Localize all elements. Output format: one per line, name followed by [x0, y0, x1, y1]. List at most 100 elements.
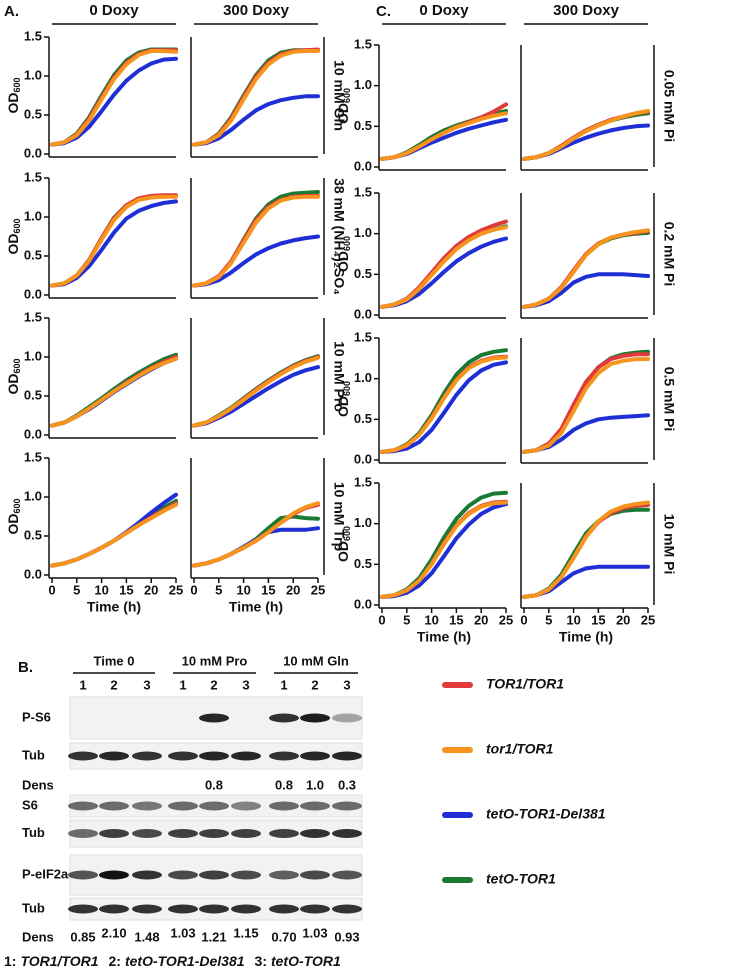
y-tick-label: 0.0	[24, 286, 42, 301]
strain-key: 1: TOR1/TOR1 2: tetO-TOR1-Del381 3: tetO-TOR1	[4, 953, 341, 969]
series-line	[522, 357, 650, 454]
blot-band	[168, 801, 198, 811]
legend-label: tor1/TOR1	[486, 741, 554, 757]
x-tick-label: 5	[545, 612, 552, 627]
blot-band	[132, 829, 162, 838]
blot-band	[332, 870, 362, 880]
blot-band	[269, 829, 299, 838]
blot-row-label: P-S6	[22, 709, 51, 724]
axes	[520, 45, 648, 171]
y-axis-label: OD600	[335, 236, 353, 272]
axes	[190, 318, 318, 439]
series-line	[522, 349, 650, 454]
x-tick-label: 10	[94, 582, 108, 597]
y-tick-label: 1.0	[24, 208, 42, 223]
y-tick-label: 0.0	[354, 451, 372, 466]
row-label: 38 mM (NH₄)₂SO₄	[331, 178, 347, 295]
x-tick-label: 25	[641, 612, 655, 627]
series-line	[50, 193, 178, 288]
density-value: 0.93	[334, 929, 359, 944]
blot-row-label: P-eIF2a	[22, 866, 69, 881]
y-axis-label-sub: 600	[12, 77, 22, 92]
y-tick-label: 0.5	[354, 118, 372, 133]
axes	[48, 37, 176, 158]
y-tick-label: 0.5	[354, 266, 372, 281]
x-tick-label: 5	[403, 612, 410, 627]
blot-row-label: S6	[22, 797, 38, 812]
y-axis-label: OD600	[335, 526, 353, 562]
row-label: 0.05 mM Pi	[661, 70, 677, 142]
column-header: 300 Doxy	[553, 2, 620, 19]
y-axis-label-main: OD	[5, 374, 21, 395]
series-line	[380, 502, 508, 599]
blot-band	[168, 870, 198, 880]
series-line	[380, 499, 508, 599]
x-tick-label: 0	[520, 612, 527, 627]
y-tick-label: 1.5	[24, 449, 42, 464]
series-line	[192, 94, 320, 147]
density-value: 0.85	[70, 929, 95, 944]
blot-row-label: Tub	[22, 747, 45, 762]
y-axis-label-main: OD	[5, 234, 21, 255]
y-tick-label: 1.5	[24, 28, 42, 43]
column-header: 0 Doxy	[89, 2, 139, 19]
x-tick-label: 10	[424, 612, 438, 627]
blot-band	[68, 870, 98, 880]
x-axis-label: Time (h)	[559, 629, 613, 645]
series-line	[380, 360, 508, 454]
y-tick-label: 1.5	[354, 329, 372, 344]
series-line	[380, 500, 508, 599]
blot-band	[332, 713, 362, 723]
x-tick-label: 15	[449, 612, 463, 627]
x-tick-label: 25	[499, 612, 513, 627]
y-tick-label: 0.0	[354, 306, 372, 321]
blot-band	[68, 751, 98, 761]
x-tick-label: 15	[591, 612, 605, 627]
density-value: 1.03	[302, 925, 327, 940]
blot-band	[269, 801, 299, 811]
axes	[378, 193, 506, 319]
blot-band	[99, 829, 129, 838]
blot-band	[231, 904, 261, 914]
x-tick-label: 25	[311, 582, 325, 597]
y-tick-label: 0.5	[24, 106, 42, 121]
row-label: 10 mM Gln	[331, 60, 347, 131]
y-axis-label-sub: 600	[342, 381, 352, 396]
axes	[378, 338, 506, 464]
series-line	[50, 492, 178, 568]
lane-number: 1	[179, 677, 186, 692]
y-axis-label-sub: 600	[342, 236, 352, 251]
blot-band	[231, 751, 261, 761]
series-line	[522, 108, 650, 161]
series-line	[522, 352, 650, 454]
blot-band	[300, 904, 330, 914]
strain-key-name: tetO-TOR1	[271, 953, 341, 969]
lane-number: 2	[210, 677, 217, 692]
axes	[520, 483, 648, 609]
x-tick-label: 20	[616, 612, 630, 627]
panel-label: B.	[18, 659, 33, 676]
blot-band	[332, 904, 362, 914]
blot-band	[199, 713, 229, 723]
blot-band	[300, 829, 330, 838]
x-tick-label: 15	[261, 582, 275, 597]
group-header: 10 mM Gln	[283, 653, 349, 668]
row-label: 0.5 mM Pi	[661, 367, 677, 432]
blot-band	[168, 904, 198, 914]
y-tick-label: 1.0	[354, 77, 372, 92]
series-line	[192, 194, 320, 288]
axes	[190, 178, 318, 299]
y-tick-label: 1.5	[354, 474, 372, 489]
axes	[48, 458, 176, 579]
y-tick-label: 0.0	[354, 158, 372, 173]
lane-number: 3	[242, 677, 249, 692]
y-axis-label-sub: 600	[12, 498, 22, 513]
blot-band	[68, 904, 98, 914]
blot-band	[332, 801, 362, 811]
y-tick-label: 1.5	[24, 309, 42, 324]
y-axis-label-sub: 600	[12, 218, 22, 233]
x-tick-label: 5	[215, 582, 222, 597]
series-line	[50, 49, 178, 147]
lane-number: 3	[143, 677, 150, 692]
